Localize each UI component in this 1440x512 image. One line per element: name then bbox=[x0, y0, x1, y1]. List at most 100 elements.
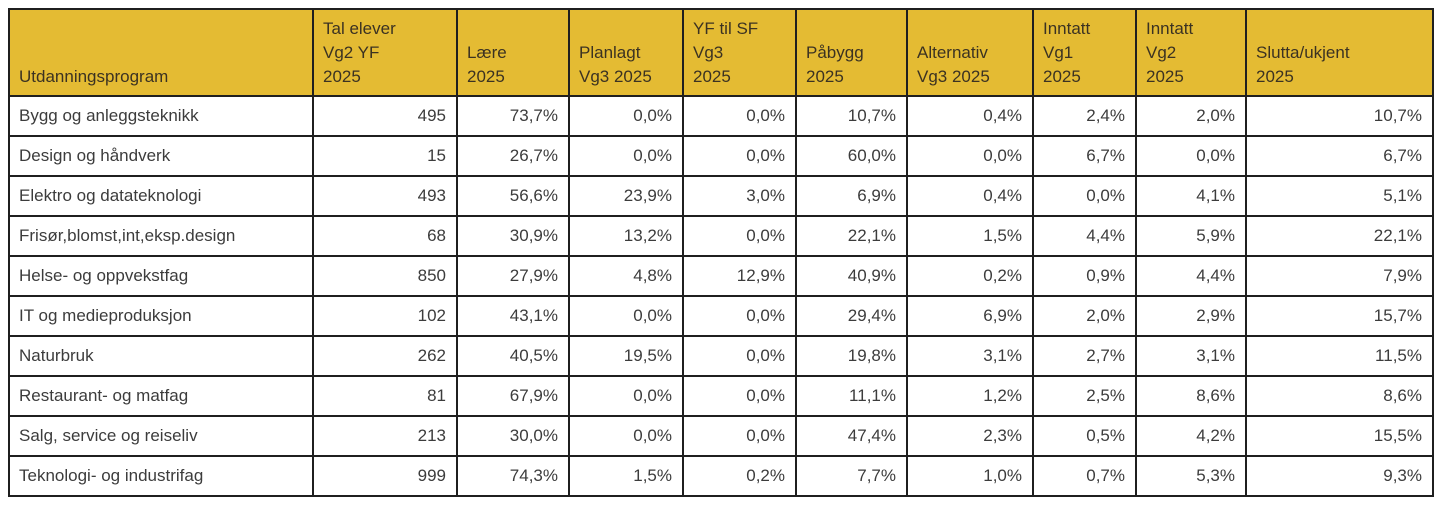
value-cell: 1,5% bbox=[568, 455, 684, 497]
value-cell: 4,4% bbox=[1135, 255, 1247, 297]
value-cell: 0,4% bbox=[906, 95, 1034, 137]
column-header-alternativ-vg3-2025: Alternativ Vg3 2025 bbox=[906, 8, 1034, 97]
value-cell: 0,4% bbox=[906, 175, 1034, 217]
value-cell: 0,0% bbox=[568, 135, 684, 177]
value-cell: 5,9% bbox=[1135, 215, 1247, 257]
value-cell: 27,9% bbox=[456, 255, 570, 297]
value-cell: 0,0% bbox=[568, 415, 684, 457]
value-cell: 19,5% bbox=[568, 335, 684, 377]
program-name-cell: Teknologi- og industrifag bbox=[8, 455, 314, 497]
column-header-tal-elever-vg2-yf-2025: Tal elever Vg2 YF 2025 bbox=[312, 8, 458, 97]
education-table-container: Utdanningsprogram Tal elever Vg2 YF 2025 L… bbox=[8, 8, 1440, 497]
value-cell: 26,7% bbox=[456, 135, 570, 177]
value-cell: 0,0% bbox=[568, 375, 684, 417]
value-cell: 15,5% bbox=[1245, 415, 1434, 457]
column-header-inntatt-vg2-2025: Inntatt Vg2 2025 bbox=[1135, 8, 1247, 97]
value-cell: 2,3% bbox=[906, 415, 1034, 457]
value-cell: 60,0% bbox=[795, 135, 908, 177]
value-cell: 74,3% bbox=[456, 455, 570, 497]
value-cell: 0,0% bbox=[568, 95, 684, 137]
value-cell: 2,0% bbox=[1032, 295, 1137, 337]
value-cell: 0,0% bbox=[682, 295, 797, 337]
value-cell: 0,0% bbox=[682, 95, 797, 137]
table-row: Naturbruk 262 40,5% 19,5% 0,0% 19,8% 3,1% 2,7% 3… bbox=[8, 335, 1434, 377]
program-name-cell: Design og håndverk bbox=[8, 135, 314, 177]
value-cell: 2,0% bbox=[1135, 95, 1247, 137]
value-cell: 40,5% bbox=[456, 335, 570, 377]
value-cell: 3,1% bbox=[1135, 335, 1247, 377]
value-cell: 2,4% bbox=[1032, 95, 1137, 137]
program-name-cell: Salg, service og reiseliv bbox=[8, 415, 314, 457]
value-cell: 6,9% bbox=[795, 175, 908, 217]
value-cell: 8,6% bbox=[1135, 375, 1247, 417]
value-cell: 0,7% bbox=[1032, 455, 1137, 497]
education-statistics-table: Utdanningsprogram Tal elever Vg2 YF 2025 L… bbox=[8, 8, 1434, 497]
column-header-pabygg-2025: Påbygg 2025 bbox=[795, 8, 908, 97]
value-cell: 0,2% bbox=[906, 255, 1034, 297]
value-cell: 68 bbox=[312, 215, 458, 257]
value-cell: 2,7% bbox=[1032, 335, 1137, 377]
header-row: Utdanningsprogram Tal elever Vg2 YF 2025 L… bbox=[8, 8, 1434, 97]
value-cell: 2,5% bbox=[1032, 375, 1137, 417]
table-row: Salg, service og reiseliv 213 30,0% 0,0% 0,0… bbox=[8, 415, 1434, 457]
value-cell: 30,0% bbox=[456, 415, 570, 457]
value-cell: 22,1% bbox=[1245, 215, 1434, 257]
value-cell: 11,5% bbox=[1245, 335, 1434, 377]
value-cell: 4,1% bbox=[1135, 175, 1247, 217]
value-cell: 495 bbox=[312, 95, 458, 137]
value-cell: 850 bbox=[312, 255, 458, 297]
value-cell: 5,1% bbox=[1245, 175, 1434, 217]
program-name-cell: Helse- og oppvekstfag bbox=[8, 255, 314, 297]
program-name-cell: Elektro og datateknologi bbox=[8, 175, 314, 217]
table-row: Frisør,blomst,int,eksp.design 68 30,9% 13,2… bbox=[8, 215, 1434, 257]
value-cell: 0,0% bbox=[682, 215, 797, 257]
table-row: Restaurant- og matfag 81 67,9% 0,0% 0,0% 11,1… bbox=[8, 375, 1434, 417]
value-cell: 11,1% bbox=[795, 375, 908, 417]
value-cell: 73,7% bbox=[456, 95, 570, 137]
value-cell: 3,0% bbox=[682, 175, 797, 217]
value-cell: 29,4% bbox=[795, 295, 908, 337]
table-row: Design og håndverk 15 26,7% 0,0% 0,0% 60,0% 0,… bbox=[8, 135, 1434, 177]
program-name-cell: Restaurant- og matfag bbox=[8, 375, 314, 417]
value-cell: 3,1% bbox=[906, 335, 1034, 377]
program-name-cell: Bygg og anleggsteknikk bbox=[8, 95, 314, 137]
value-cell: 43,1% bbox=[456, 295, 570, 337]
value-cell: 0,0% bbox=[682, 135, 797, 177]
value-cell: 56,6% bbox=[456, 175, 570, 217]
value-cell: 0,0% bbox=[568, 295, 684, 337]
value-cell: 5,3% bbox=[1135, 455, 1247, 497]
program-name-cell: Naturbruk bbox=[8, 335, 314, 377]
table-row: Teknologi- og industrifag 999 74,3% 1,5% 0,2… bbox=[8, 455, 1434, 497]
value-cell: 1,5% bbox=[906, 215, 1034, 257]
value-cell: 81 bbox=[312, 375, 458, 417]
value-cell: 0,0% bbox=[682, 415, 797, 457]
value-cell: 15,7% bbox=[1245, 295, 1434, 337]
value-cell: 0,9% bbox=[1032, 255, 1137, 297]
program-name-cell: IT og medieproduksjon bbox=[8, 295, 314, 337]
column-header-laere-2025: Lære 2025 bbox=[456, 8, 570, 97]
value-cell: 15 bbox=[312, 135, 458, 177]
value-cell: 4,2% bbox=[1135, 415, 1247, 457]
value-cell: 213 bbox=[312, 415, 458, 457]
value-cell: 40,9% bbox=[795, 255, 908, 297]
value-cell: 0,0% bbox=[682, 375, 797, 417]
value-cell: 0,5% bbox=[1032, 415, 1137, 457]
value-cell: 13,2% bbox=[568, 215, 684, 257]
value-cell: 7,7% bbox=[795, 455, 908, 497]
table-row: Bygg og anleggsteknikk 495 73,7% 0,0% 0,0% 10… bbox=[8, 95, 1434, 137]
value-cell: 30,9% bbox=[456, 215, 570, 257]
value-cell: 1,0% bbox=[906, 455, 1034, 497]
value-cell: 0,0% bbox=[1032, 175, 1137, 217]
value-cell: 4,4% bbox=[1032, 215, 1137, 257]
column-header-inntatt-vg1-2025: Inntatt Vg1 2025 bbox=[1032, 8, 1137, 97]
value-cell: 22,1% bbox=[795, 215, 908, 257]
value-cell: 0,0% bbox=[1135, 135, 1247, 177]
column-header-slutta-ukjent-2025: Slutta/ukjent 2025 bbox=[1245, 8, 1434, 97]
value-cell: 0,0% bbox=[906, 135, 1034, 177]
value-cell: 8,6% bbox=[1245, 375, 1434, 417]
value-cell: 102 bbox=[312, 295, 458, 337]
value-cell: 10,7% bbox=[1245, 95, 1434, 137]
value-cell: 47,4% bbox=[795, 415, 908, 457]
value-cell: 6,9% bbox=[906, 295, 1034, 337]
table-body: Bygg og anleggsteknikk 495 73,7% 0,0% 0,0% 10… bbox=[8, 95, 1434, 497]
